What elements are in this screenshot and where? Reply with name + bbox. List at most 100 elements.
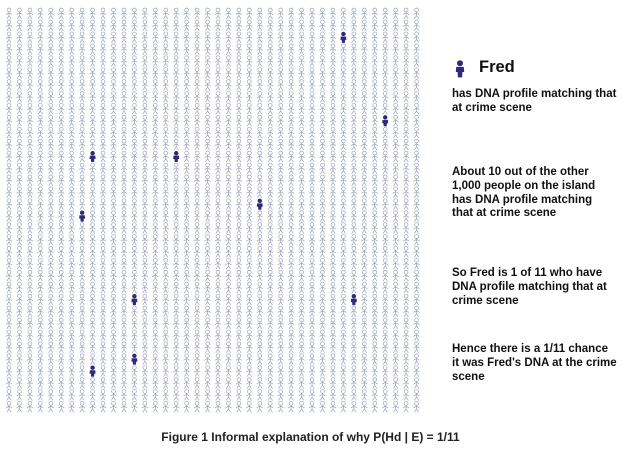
person-icon bbox=[392, 234, 399, 246]
person-icon bbox=[204, 305, 211, 318]
person-icon bbox=[99, 281, 107, 294]
person-icon bbox=[131, 377, 138, 389]
person-icon bbox=[183, 293, 190, 306]
person-icon bbox=[392, 281, 399, 294]
person-icon bbox=[361, 389, 368, 401]
person-icon bbox=[131, 174, 138, 187]
fred-description: has DNA profile matching that at crime s… bbox=[452, 88, 617, 114]
person-icon bbox=[277, 91, 284, 103]
person-icon bbox=[402, 246, 410, 258]
person-icon bbox=[413, 115, 420, 127]
person-icon bbox=[246, 126, 253, 139]
person-icon bbox=[204, 186, 211, 198]
matching-person-icon bbox=[89, 365, 96, 377]
person-icon bbox=[26, 186, 34, 198]
person-icon bbox=[246, 341, 253, 353]
person-icon bbox=[371, 401, 378, 413]
person-icon bbox=[183, 341, 190, 353]
person-icon bbox=[26, 258, 34, 270]
person-icon bbox=[214, 67, 222, 79]
matching-person-icon bbox=[89, 150, 96, 163]
person-icon bbox=[287, 341, 295, 353]
person-icon bbox=[120, 115, 128, 127]
person-icon bbox=[162, 174, 169, 187]
person-icon bbox=[183, 353, 190, 365]
person-icon bbox=[402, 317, 410, 330]
person-icon bbox=[350, 210, 358, 222]
person-icon bbox=[204, 19, 211, 32]
person-icon bbox=[371, 329, 378, 342]
person-icon bbox=[89, 258, 96, 270]
person-icon bbox=[340, 234, 347, 246]
person-icon bbox=[298, 55, 305, 67]
person-icon bbox=[277, 126, 284, 139]
person-icon bbox=[173, 55, 180, 67]
person-icon bbox=[173, 43, 180, 55]
person-icon bbox=[361, 55, 368, 67]
person-icon bbox=[287, 269, 295, 282]
person-icon bbox=[340, 79, 347, 91]
person-icon bbox=[131, 269, 138, 282]
person-icon bbox=[110, 150, 117, 163]
person-icon bbox=[16, 353, 23, 365]
person-icon bbox=[131, 401, 138, 413]
person-icon bbox=[371, 19, 378, 32]
person-icon bbox=[235, 293, 243, 306]
person-icon bbox=[204, 126, 211, 139]
person-icon bbox=[183, 401, 190, 413]
person-icon bbox=[413, 222, 420, 234]
person-icon bbox=[162, 162, 169, 175]
person-icon bbox=[371, 246, 378, 258]
person-icon bbox=[308, 329, 316, 342]
person-icon bbox=[99, 246, 107, 258]
person-icon bbox=[340, 353, 347, 365]
person-icon bbox=[131, 126, 138, 139]
person-icon bbox=[382, 365, 389, 377]
person-icon bbox=[402, 115, 410, 127]
person-icon bbox=[193, 55, 201, 67]
person-icon bbox=[173, 377, 180, 389]
person-icon bbox=[392, 246, 399, 258]
person-icon bbox=[47, 341, 54, 353]
person-icon bbox=[413, 186, 420, 198]
person-icon bbox=[329, 305, 337, 318]
person-icon bbox=[402, 329, 410, 342]
person-icon bbox=[225, 353, 232, 365]
person-icon bbox=[5, 246, 13, 258]
person-icon bbox=[340, 126, 347, 139]
person-icon bbox=[298, 103, 305, 115]
person-icon bbox=[225, 293, 232, 306]
person-icon bbox=[361, 341, 368, 353]
person-icon bbox=[246, 293, 253, 306]
person-icon bbox=[361, 317, 368, 330]
person-icon bbox=[277, 377, 284, 389]
person-icon bbox=[235, 234, 243, 246]
person-icon bbox=[99, 377, 107, 389]
person-icon bbox=[267, 377, 274, 389]
person-icon bbox=[319, 258, 326, 270]
person-icon bbox=[340, 293, 347, 306]
person-icon bbox=[89, 31, 96, 44]
matching-person-icon bbox=[256, 198, 263, 210]
person-icon bbox=[361, 234, 368, 246]
person-icon bbox=[16, 210, 23, 222]
person-icon bbox=[382, 222, 389, 234]
person-icon bbox=[225, 210, 232, 222]
person-icon bbox=[413, 246, 420, 258]
person-icon bbox=[162, 341, 169, 353]
person-icon bbox=[68, 103, 75, 115]
person-icon bbox=[58, 19, 65, 32]
person-icon bbox=[214, 365, 222, 377]
person-icon bbox=[68, 317, 75, 330]
person-icon bbox=[99, 293, 107, 306]
person-icon bbox=[78, 138, 86, 151]
person-icon bbox=[235, 365, 243, 377]
person-icon bbox=[329, 55, 337, 67]
person-icon bbox=[78, 31, 86, 44]
person-icon bbox=[267, 79, 274, 91]
person-icon bbox=[110, 293, 117, 306]
person-icon bbox=[413, 79, 420, 91]
person-icon bbox=[16, 377, 23, 389]
person-icon bbox=[89, 186, 96, 198]
person-icon bbox=[58, 377, 65, 389]
